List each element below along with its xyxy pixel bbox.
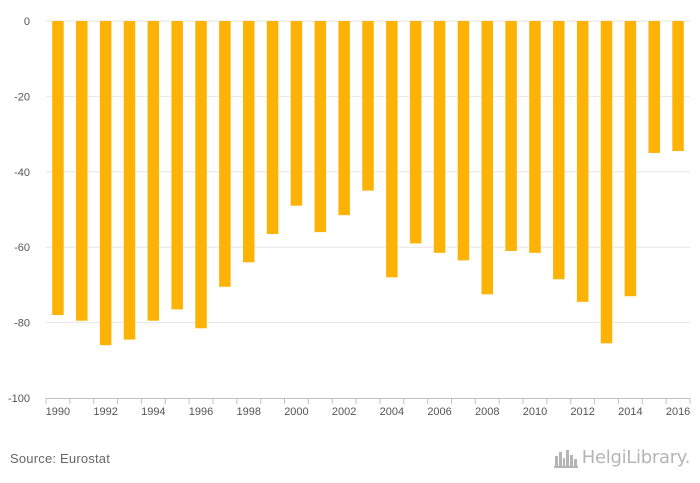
bar-2010	[529, 21, 541, 253]
x-tick-label: 2006	[427, 406, 451, 418]
bars	[52, 21, 684, 346]
bar-2013	[600, 21, 613, 344]
x-tick-label: 2002	[332, 406, 356, 418]
y-tick-label: -40	[14, 167, 30, 179]
x-tick-label: 2008	[475, 406, 499, 418]
bar-1991	[76, 21, 88, 321]
bar-2006	[433, 21, 446, 253]
bar-2008	[481, 21, 494, 295]
bar-2005	[409, 21, 422, 244]
x-tick-label: 2000	[284, 406, 308, 418]
skyline-icon	[553, 446, 578, 468]
bar-2007	[457, 21, 470, 261]
bar-2014	[624, 21, 637, 297]
bar-1994	[147, 21, 160, 321]
bar-1990	[52, 21, 64, 316]
bar-1995	[171, 21, 183, 310]
bar-2000	[290, 21, 303, 206]
y-tick-label: 0	[24, 16, 30, 28]
x-axis: 1990 1992 1994 1996 1998 2000 2002 2004 2006 2008…	[45, 398, 691, 418]
x-tick-label: 2010	[523, 406, 547, 418]
bar-1997	[219, 21, 231, 287]
bar-1993	[123, 21, 136, 340]
bar-1998	[242, 21, 255, 263]
bar-1996	[195, 21, 207, 329]
x-tick-label: 1998	[236, 406, 260, 418]
bar-2001	[314, 21, 327, 233]
y-tick-label: -80	[14, 318, 30, 330]
bar-2002	[338, 21, 350, 216]
y-tick-label: -60	[14, 242, 30, 254]
helgilibrary-logo: HelgiLibrary.	[553, 446, 691, 468]
source-note: Source: Eurostat	[10, 451, 111, 466]
logo-text: HelgiLibrary.	[581, 446, 691, 468]
y-tick-label: -20	[14, 91, 30, 103]
x-tick-label: 2004	[380, 406, 404, 418]
bar-2015	[648, 21, 660, 153]
x-tick-label: 1994	[141, 406, 165, 418]
bar-1992	[99, 21, 112, 346]
x-tick-label: 1990	[46, 406, 70, 418]
y-axis: 0 -20 -40 -60 -80 -100	[8, 16, 30, 405]
bar-1999	[266, 21, 279, 234]
bar-2009	[505, 21, 517, 251]
bar-2003	[362, 21, 374, 191]
x-tick-label: 1992	[93, 406, 117, 418]
bar-chart: 0 -20 -40 -60 -80 -100 1990 1992 1994 1996 1998 20…	[8, 16, 691, 418]
bar-2016	[672, 21, 684, 152]
x-tick-label: 2016	[666, 406, 690, 418]
bar-2012	[576, 21, 589, 302]
x-tick-label: 2014	[618, 406, 642, 418]
bar-2004	[386, 21, 398, 278]
x-tick-label: 1996	[189, 406, 213, 418]
y-tick-label: -100	[8, 393, 30, 405]
bar-2011	[553, 21, 565, 280]
x-tick-label: 2012	[570, 406, 594, 418]
